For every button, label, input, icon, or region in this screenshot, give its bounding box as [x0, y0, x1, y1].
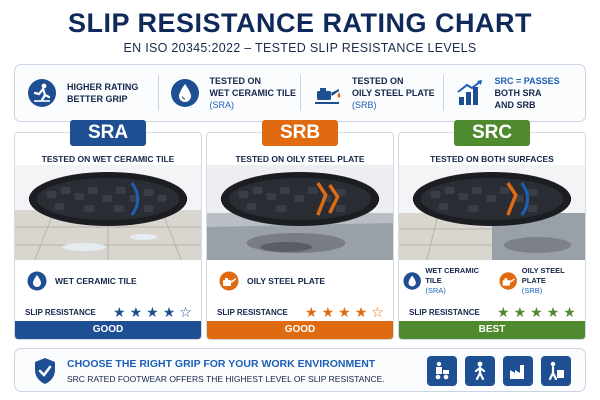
star-filled-icon: ★	[563, 304, 576, 320]
badge-srb: SRB	[262, 120, 338, 146]
star-empty-icon: ☆	[371, 304, 384, 320]
info-line1: SRC = PASSES	[494, 76, 560, 86]
star-filled-icon: ★	[113, 304, 126, 320]
surface-sub-b: (SRB)	[521, 286, 543, 295]
surface-row: OILY STEEL PLATE	[207, 266, 393, 296]
info-line1: HIGHER RATING	[67, 82, 139, 92]
info-sub: (SRA)	[209, 100, 235, 110]
info-line1: TESTED ON	[209, 76, 262, 86]
column-src: TESTED ON BOTH SURFACES WET CERAMIC TILE…	[398, 132, 586, 340]
grade-banner: GOOD	[15, 321, 201, 339]
star-filled-icon: ★	[546, 304, 560, 320]
info-line2: OILY STEEL PLATE	[352, 88, 435, 98]
walking-worker-icon	[465, 356, 495, 386]
surface-label-b-text: OILY STEEL PLATE	[521, 266, 565, 285]
info-text: SRC = PASSES BOTH SRA AND SRB	[495, 75, 560, 111]
info-item-wet-tile: TESTED ON WET CERAMIC TILE (SRA)	[157, 65, 301, 121]
slipping-person-icon	[28, 79, 56, 107]
star-filled-icon: ★	[338, 304, 351, 320]
rating-label: SLIP RESISTANCE	[409, 307, 480, 317]
info-text: TESTED ON OILY STEEL PLATE (SRB)	[352, 75, 435, 111]
star-filled-icon: ★	[305, 304, 318, 320]
work-environment-icons	[427, 356, 571, 386]
rating-row: SLIP RESISTANCE ★ ★ ★ ★ ☆	[15, 303, 201, 321]
star-filled-icon: ★	[162, 304, 176, 320]
star-filled-icon: ★	[513, 304, 527, 320]
forklift-worker-icon	[427, 356, 457, 386]
info-text: TESTED ON WET CERAMIC TILE (SRA)	[210, 75, 297, 111]
star-rating: ★ ★ ★ ★ ★	[497, 305, 576, 319]
bottom-bar: CHOOSE THE RIGHT GRIP FOR YOUR WORK ENVI…	[14, 348, 586, 392]
shoe-sole-on-both-surfaces-image	[399, 165, 585, 260]
star-filled-icon: ★	[129, 304, 143, 320]
page-subtitle: EN ISO 20345:2022 – TESTED SLIP RESISTAN…	[123, 41, 477, 55]
page-title: SLIP RESISTANCE RATING CHART	[67, 8, 533, 38]
surface-label-a: WET CERAMIC TILE (SRA)	[425, 266, 491, 296]
shoe-sole-on-wet-tile-image	[15, 165, 201, 260]
water-drop-icon	[403, 272, 421, 290]
bottom-title: CHOOSE THE RIGHT GRIP FOR YOUR WORK ENVI…	[67, 358, 376, 370]
column-sra: TESTED ON WET CERAMIC TILE WET CERAMIC T…	[14, 132, 202, 340]
water-drop-icon	[170, 79, 199, 107]
oil-can-icon	[315, 88, 341, 104]
column-tested-on: TESTED ON WET CERAMIC TILE	[41, 154, 175, 164]
info-line1: TESTED ON	[352, 76, 404, 86]
star-rating: ★ ★ ★ ★ ☆	[305, 305, 384, 319]
star-filled-icon: ★	[530, 304, 543, 320]
oil-can-icon	[219, 271, 239, 291]
surface-sub-a: (SRA)	[425, 286, 446, 295]
surface-label-a-text: WET CERAMIC TILE	[425, 266, 480, 285]
column-srb: TESTED ON OILY STEEL PLATE OILY STEEL PL…	[206, 132, 394, 340]
info-item-oily-steel: TESTED ON OILY STEEL PLATE (SRB)	[300, 65, 443, 121]
shoe-sole-on-oily-steel-image	[207, 165, 393, 260]
grade-banner: GOOD	[207, 321, 393, 339]
info-bar: HIGHER RATING BETTER GRIP TESTED ON WET …	[14, 64, 586, 122]
rating-row: SLIP RESISTANCE ★ ★ ★ ★ ☆	[207, 303, 393, 321]
badge-src: SRC	[454, 120, 530, 146]
info-text: HIGHER RATING BETTER GRIP	[67, 81, 138, 105]
rating-row: SLIP RESISTANCE ★ ★ ★ ★ ★	[399, 303, 585, 321]
info-item-src: SRC = PASSES BOTH SRA AND SRB	[442, 65, 586, 121]
info-line2: BOTH SRA	[494, 88, 542, 98]
badge-sra: SRA	[70, 120, 146, 146]
oil-can-icon	[499, 272, 518, 290]
grade-banner: BEST	[399, 321, 585, 339]
rating-label: SLIP RESISTANCE	[217, 307, 288, 317]
info-sub: (SRB)	[352, 100, 377, 110]
rating-label: SLIP RESISTANCE	[25, 307, 96, 317]
star-filled-icon: ★	[321, 304, 335, 320]
star-rating: ★ ★ ★ ★ ☆	[113, 305, 192, 319]
surface-label: WET CERAMIC TILE	[55, 276, 137, 286]
water-drop-icon	[27, 271, 47, 291]
warehouse-worker-icon	[541, 356, 571, 386]
info-item-higher-rating: HIGHER RATING BETTER GRIP	[15, 65, 158, 121]
info-line2: WET CERAMIC TILE	[209, 88, 297, 98]
star-filled-icon: ★	[146, 304, 159, 320]
info-line3: AND SRB	[494, 100, 536, 110]
rising-bar-chart-icon	[456, 80, 482, 105]
surface-row: WET CERAMIC TILE (SRA) OILY STEEL PLATE …	[399, 266, 585, 296]
column-tested-on: TESTED ON BOTH SURFACES	[430, 154, 554, 164]
surface-label: OILY STEEL PLATE	[247, 276, 326, 286]
bottom-subtitle: SRC RATED FOOTWEAR OFFERS THE HIGHEST LE…	[67, 374, 385, 384]
star-empty-icon: ☆	[179, 304, 192, 320]
info-line2: BETTER GRIP	[67, 94, 128, 104]
surface-row: WET CERAMIC TILE	[15, 266, 201, 296]
shield-check-icon	[35, 358, 55, 384]
factory-icon	[503, 356, 533, 386]
star-filled-icon: ★	[354, 304, 368, 320]
column-tested-on: TESTED ON OILY STEEL PLATE	[235, 154, 365, 164]
surface-label-b: OILY STEEL PLATE (SRB)	[522, 266, 585, 296]
star-filled-icon: ★	[497, 304, 510, 320]
